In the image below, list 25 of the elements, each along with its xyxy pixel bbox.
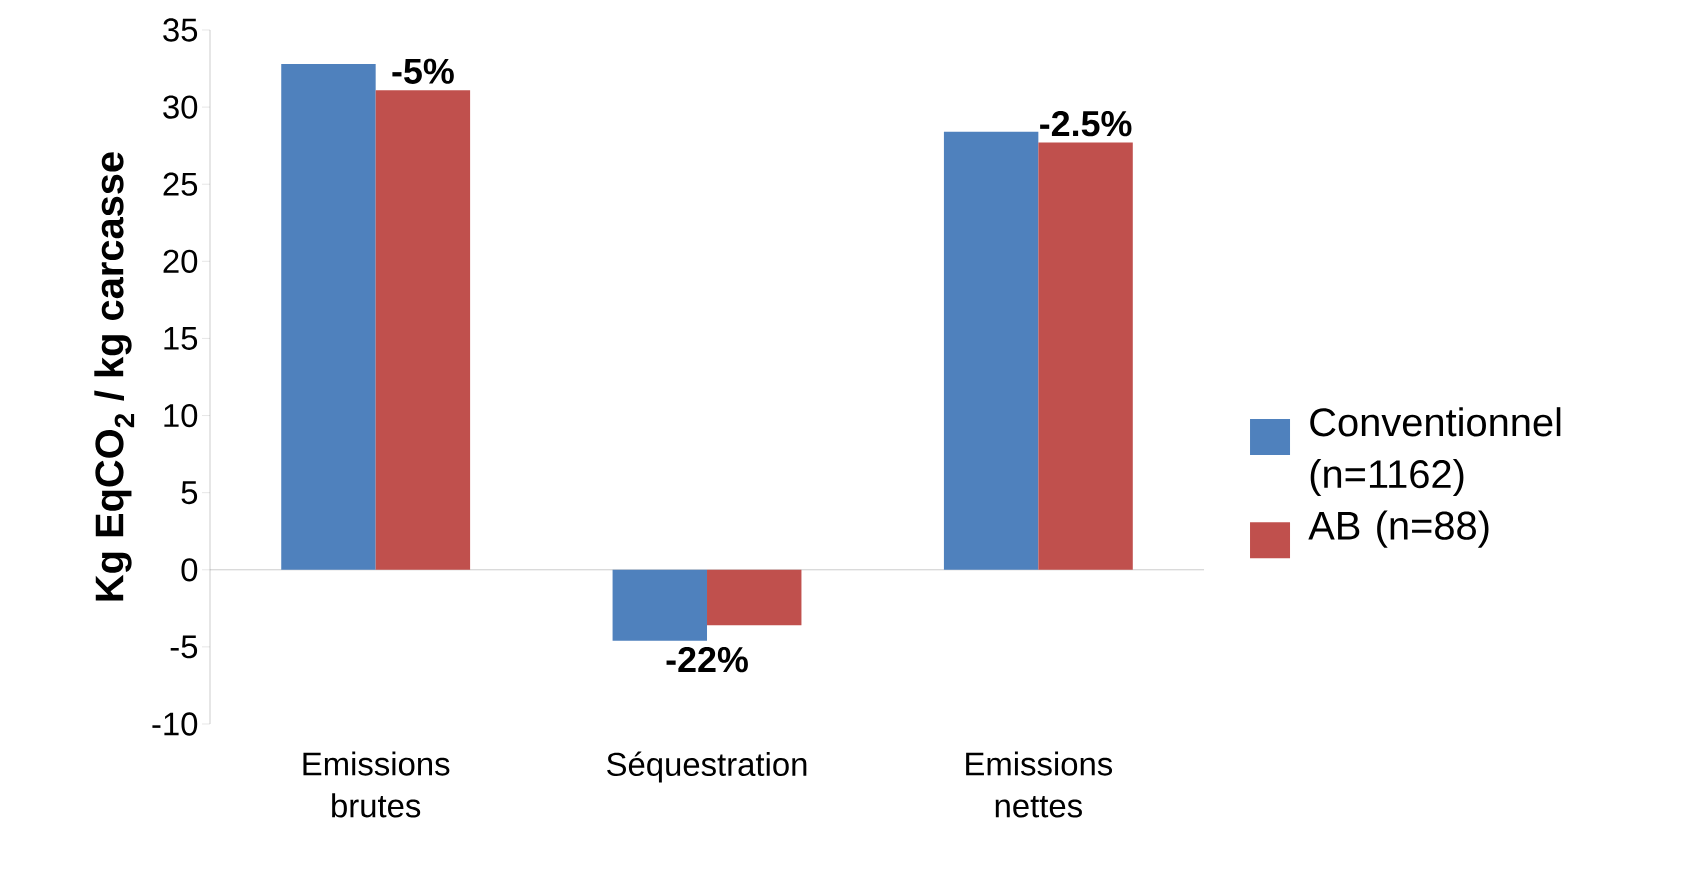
bar — [943, 131, 1039, 570]
y-tick-label: 20 — [163, 249, 198, 273]
annotation: -5% — [392, 58, 454, 84]
y-tick-label: 35 — [163, 18, 198, 42]
annotation: -2.5% — [1040, 110, 1132, 137]
y-tick-label: -5 — [170, 635, 198, 659]
annotation: -22% — [666, 646, 748, 673]
legend-label: AB (n=88) — [1308, 510, 1489, 548]
y-tick-label: 25 — [163, 172, 198, 196]
y-tick-label: 15 — [164, 326, 198, 350]
legend-label: Conventionnel (n=1162) — [1310, 407, 1561, 497]
y-tick-label: 5 — [181, 481, 198, 505]
x-tick-label: Emissions nettes — [966, 751, 1113, 818]
bar — [375, 90, 471, 570]
y-tick-label: 0 — [181, 558, 198, 582]
x-tick-label: Séquestration — [607, 751, 807, 783]
y-tick-label: -10 — [152, 712, 198, 736]
bar — [281, 63, 376, 570]
bar — [612, 569, 708, 641]
y-tick-label: 10 — [164, 403, 198, 428]
bar — [707, 569, 802, 626]
bar — [1038, 142, 1133, 570]
x-tick-label: Emissions brutes — [303, 751, 450, 818]
y-tick-label: 30 — [163, 95, 198, 119]
y-axis-title: Kg EqCO$_{2}$ / kg carcasse — [94, 152, 135, 601]
